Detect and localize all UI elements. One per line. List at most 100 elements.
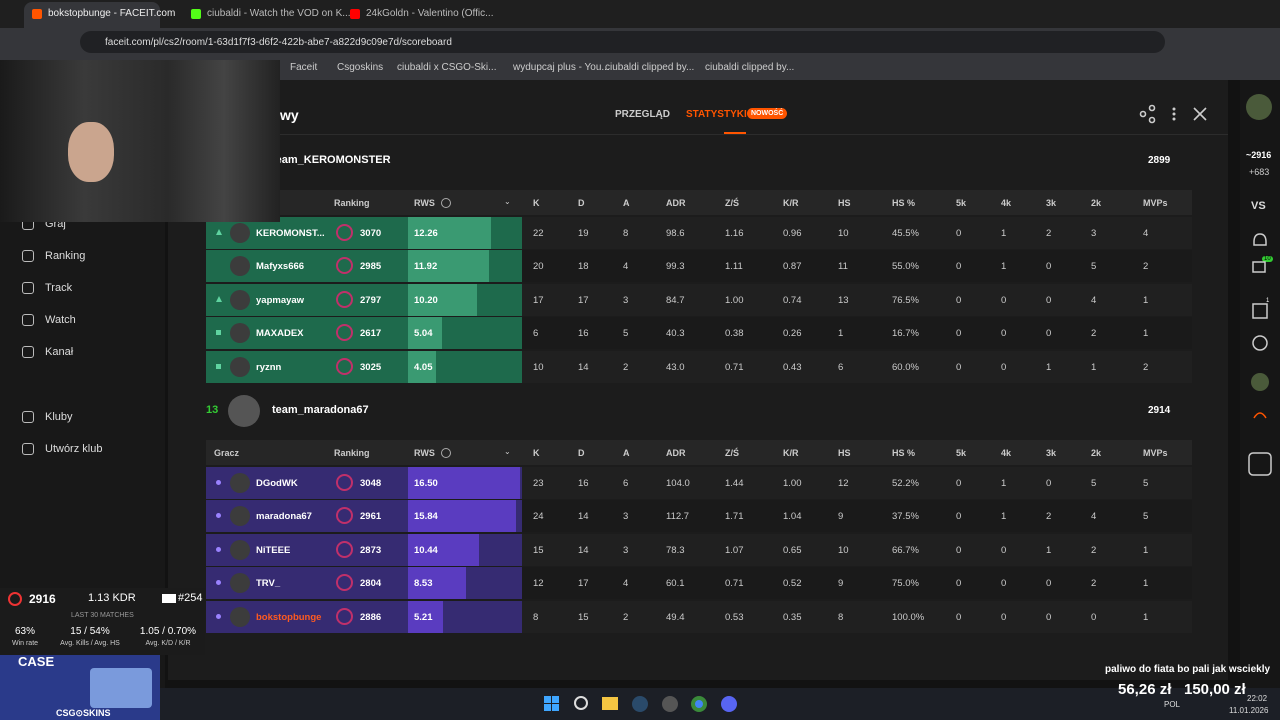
column-header[interactable]: 5k [956, 198, 967, 208]
stat-cell: 99.3 [666, 261, 685, 273]
column-header[interactable]: D [578, 198, 585, 208]
nav-icon[interactable] [22, 443, 34, 455]
player-name[interactable]: MAXADEX [256, 328, 304, 340]
stat-cell: 40.3 [666, 328, 685, 340]
stat-cell: 104.0 [666, 478, 690, 489]
column-header[interactable]: MVPs [1143, 448, 1168, 458]
vs-button[interactable]: VS [1251, 200, 1266, 212]
stat-cell: 0 [956, 228, 962, 239]
column-header[interactable]: HS [838, 198, 851, 208]
column-header[interactable]: K [533, 198, 540, 208]
clock-date[interactable]: 11.01.2026 [1229, 706, 1269, 715]
tab-stats[interactable]: STATYSTYKI [686, 109, 747, 120]
column-header[interactable]: D [578, 448, 585, 458]
language[interactable]: POL [1164, 700, 1181, 709]
app-icons[interactable] [544, 696, 737, 712]
player-name[interactable]: NiTEEE [256, 544, 291, 556]
nav-item[interactable]: Utwórz klub [45, 443, 103, 455]
column-header[interactable]: K/R [783, 198, 799, 208]
stat-cell: 1 [1143, 611, 1149, 623]
stat-cell: 0 [1046, 611, 1052, 623]
column-header[interactable]: K [533, 448, 540, 458]
column-header[interactable]: A [623, 448, 630, 458]
column-header[interactable]: 3k [1046, 198, 1057, 208]
friends-icon[interactable] [1252, 261, 1266, 273]
rws-bar [408, 567, 466, 600]
clock-time[interactable]: 22:02 [1247, 694, 1268, 703]
tab-overview[interactable]: PRZEGLĄD [615, 109, 670, 120]
nav-icon[interactable] [22, 411, 34, 423]
nav-item[interactable]: Track [45, 282, 73, 294]
url[interactable]: faceit.com/pl/cs2/room/1-63d1f7f3-d6f2-4… [105, 37, 452, 48]
menu-icon[interactable] [1172, 107, 1176, 121]
column-header[interactable]: RWS [414, 198, 435, 208]
active-tab[interactable] [24, 2, 160, 28]
column-header[interactable]: 4k [1001, 448, 1012, 458]
column-header[interactable]: Z/Ś [725, 448, 740, 458]
player-name[interactable]: maradona67 [256, 511, 312, 523]
profile-avatar[interactable] [1246, 94, 1272, 120]
nav-item[interactable]: Kanał [45, 346, 74, 358]
stat-cell: 2961 [360, 511, 382, 523]
stat-cell: 60.0% [892, 361, 919, 373]
bookmark[interactable]: ciubaldi clipped by... [705, 62, 795, 73]
player-name[interactable]: bokstopbunge [256, 611, 322, 623]
player-name[interactable]: DGodWK [256, 478, 298, 489]
stat-cell: 11.92 [414, 261, 438, 273]
player-name[interactable]: ryznn [256, 361, 282, 373]
column-header[interactable]: 2k [1091, 198, 1102, 208]
column-header[interactable]: 2k [1091, 448, 1102, 458]
nav-item[interactable]: Ranking [45, 250, 86, 262]
column-header[interactable]: HS % [892, 448, 916, 458]
stat-cell: 14 [578, 361, 589, 373]
bell-icon[interactable] [1253, 233, 1267, 246]
right-gain: +683 [1249, 167, 1270, 177]
tab-title[interactable]: 24kGoldn - Valentino (Offic... [366, 8, 494, 19]
column-header[interactable]: HS [838, 448, 851, 458]
stat-cell: 9 [838, 578, 844, 590]
column-header[interactable]: ADR [666, 198, 686, 208]
column-header[interactable]: HS % [892, 198, 916, 208]
bookmark[interactable]: ciubaldi x CSGO-Ski... [397, 62, 497, 73]
party-icon[interactable] [1252, 303, 1268, 319]
player-name[interactable]: Mafyxs666 [256, 261, 305, 273]
column-header[interactable]: 5k [956, 448, 967, 458]
tab-title[interactable]: bokstopbunge - FACEIT.com [48, 8, 176, 19]
nav-item[interactable]: Kluby [45, 411, 73, 423]
tab-title[interactable]: ciubaldi - Watch the VOD on K... [207, 8, 351, 19]
column-header[interactable]: K/R [783, 448, 799, 458]
share-icon[interactable] [1148, 104, 1156, 112]
player-name[interactable]: KEROMONST... [256, 228, 325, 239]
column-header[interactable]: RWS [414, 448, 435, 458]
column-header[interactable]: A [623, 198, 630, 208]
chip-icon[interactable] [1248, 452, 1272, 476]
nav-icon[interactable] [22, 346, 34, 358]
stat-cell: 0 [956, 294, 962, 306]
column-header[interactable]: 3k [1046, 448, 1057, 458]
nav-icon[interactable] [22, 282, 34, 294]
bookmark[interactable]: ciubaldi clipped by... [605, 62, 695, 73]
nav-item[interactable]: Watch [45, 314, 76, 326]
nav-icon[interactable] [22, 250, 34, 262]
url-box[interactable] [80, 31, 1165, 53]
stat-cell: 1 [1001, 261, 1007, 273]
stat-cell: 4 [1143, 228, 1149, 239]
column-header[interactable]: ADR [666, 448, 686, 458]
player-name[interactable]: TRV_ [256, 578, 281, 590]
column-header[interactable]: 4k [1001, 198, 1012, 208]
level-icon [336, 574, 353, 592]
stat-cell: 4.05 [414, 361, 433, 373]
column-header[interactable]: MVPs [1143, 198, 1168, 208]
stat-cell: 2873 [360, 544, 382, 556]
add-icon[interactable] [1252, 335, 1268, 351]
stat-cell: 16.50 [414, 478, 438, 489]
bookmark[interactable]: wydupcaj plus - You... [513, 62, 610, 73]
headset-icon[interactable] [1253, 412, 1267, 419]
nav-icon[interactable] [22, 314, 34, 326]
column-header[interactable]: Z/Ś [725, 198, 740, 208]
bookmark[interactable]: Csgoskins [337, 62, 384, 73]
stat-cell: 20 [533, 261, 544, 273]
player-name[interactable]: yapmayaw [256, 294, 305, 306]
stat-cell: 0 [1046, 294, 1052, 306]
bookmark[interactable]: Faceit [290, 62, 318, 73]
